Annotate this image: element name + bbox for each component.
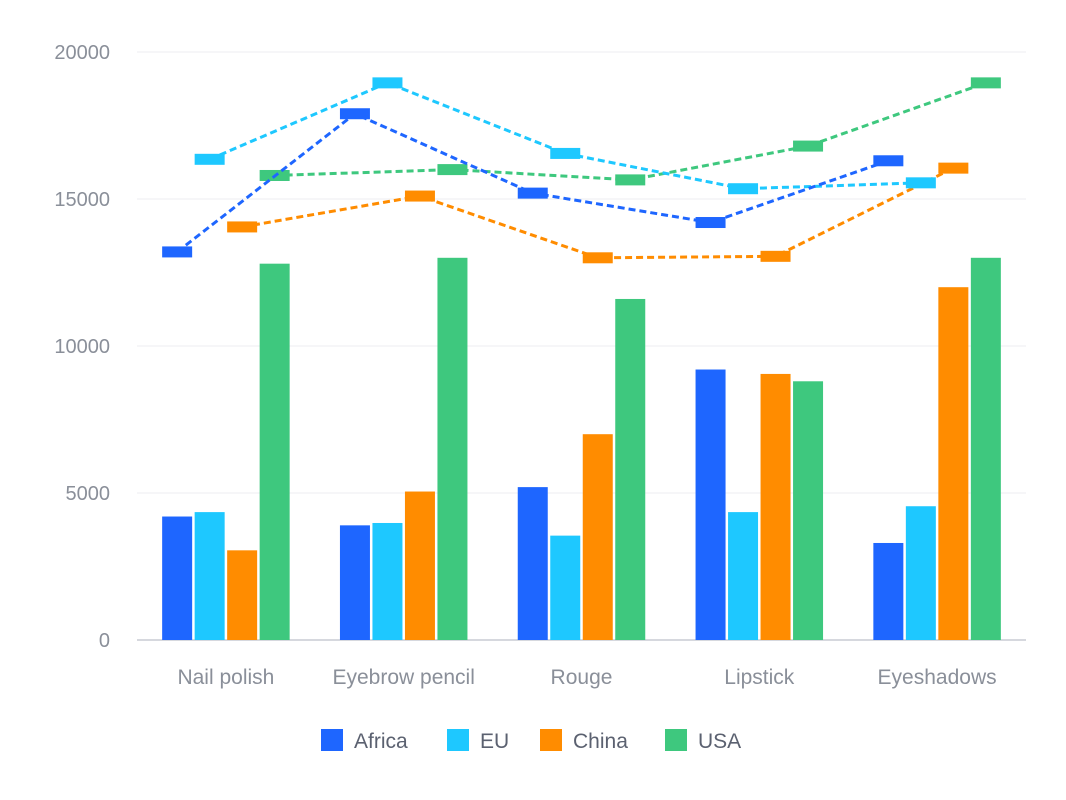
- line-china[interactable]: [241, 166, 955, 260]
- y-tick-label: 5000: [66, 483, 111, 505]
- line-marker-africa[interactable]: [162, 246, 193, 258]
- bar-china[interactable]: [760, 373, 791, 640]
- bar-eu[interactable]: [372, 522, 403, 640]
- line-marker-africa[interactable]: [517, 187, 548, 199]
- line-marker-usa[interactable]: [793, 140, 824, 152]
- x-tick-label: Eyeshadows: [878, 666, 997, 689]
- bar-china[interactable]: [404, 491, 435, 640]
- y-tick-label: 15000: [54, 189, 110, 211]
- y-tick-label: 20000: [54, 42, 110, 64]
- x-tick-label: Rouge: [551, 666, 613, 689]
- line-marker-china[interactable]: [227, 221, 258, 233]
- line-marker-china[interactable]: [582, 252, 613, 264]
- legend-swatch: [321, 729, 343, 751]
- legend-item-usa[interactable]: USA: [665, 729, 741, 753]
- line-marker-eu[interactable]: [372, 77, 403, 89]
- y-tick-label: 0: [99, 630, 110, 652]
- bar-africa[interactable]: [873, 542, 904, 640]
- bar-africa[interactable]: [695, 369, 726, 640]
- x-tick-label: Eyebrow pencil: [332, 666, 474, 689]
- line-marker-africa[interactable]: [339, 108, 370, 120]
- lines-layer: [162, 77, 1001, 264]
- legend-label: USA: [698, 730, 741, 753]
- bar-africa[interactable]: [517, 487, 548, 640]
- bars-layer: [162, 257, 1001, 640]
- bar-eu[interactable]: [728, 512, 759, 640]
- line-marker-usa[interactable]: [615, 174, 646, 186]
- y-tick-label: 10000: [54, 336, 110, 358]
- legend-swatch: [540, 729, 562, 751]
- axis-layer: 0 5000 10000 15000 20000 Nail polish Eyebrow p…: [54, 42, 996, 689]
- bar-china[interactable]: [582, 434, 613, 640]
- bar-eu[interactable]: [905, 506, 936, 640]
- x-tick-label: Nail polish: [177, 666, 274, 689]
- line-marker-africa[interactable]: [695, 217, 726, 229]
- line-marker-eu[interactable]: [905, 177, 936, 189]
- legend-label: EU: [480, 730, 509, 753]
- line-marker-usa[interactable]: [970, 77, 1001, 89]
- line-eu[interactable]: [209, 81, 921, 191]
- line-marker-china[interactable]: [760, 250, 791, 262]
- line-marker-eu[interactable]: [194, 153, 225, 165]
- line-marker-eu[interactable]: [550, 147, 581, 159]
- legend-swatch: [447, 729, 469, 751]
- bar-usa[interactable]: [437, 257, 468, 640]
- line-marker-china[interactable]: [404, 190, 435, 202]
- bar-china[interactable]: [938, 287, 969, 640]
- bar-usa[interactable]: [970, 257, 1001, 640]
- bar-eu[interactable]: [194, 512, 225, 640]
- line-marker-china[interactable]: [938, 162, 969, 174]
- x-tick-label: Lipstick: [724, 666, 795, 689]
- legend-item-eu[interactable]: EU: [447, 729, 509, 753]
- legend-item-china[interactable]: China: [540, 729, 628, 753]
- bar-usa[interactable]: [793, 381, 824, 640]
- legend-label: Africa: [354, 730, 408, 753]
- line-marker-africa[interactable]: [873, 155, 904, 167]
- line-africa[interactable]: [176, 112, 889, 254]
- bar-usa[interactable]: [259, 263, 290, 640]
- legend-item-africa[interactable]: Africa: [321, 729, 408, 753]
- bar-china[interactable]: [227, 550, 258, 640]
- bar-eu[interactable]: [550, 535, 581, 640]
- legend-label: China: [573, 730, 628, 753]
- line-marker-eu[interactable]: [728, 183, 759, 195]
- legend-swatch: [665, 729, 687, 751]
- line-marker-usa[interactable]: [437, 164, 468, 176]
- bar-usa[interactable]: [615, 298, 646, 640]
- bar-africa[interactable]: [339, 525, 370, 640]
- legend: Africa EU China USA: [321, 729, 741, 753]
- bar-africa[interactable]: [162, 516, 193, 640]
